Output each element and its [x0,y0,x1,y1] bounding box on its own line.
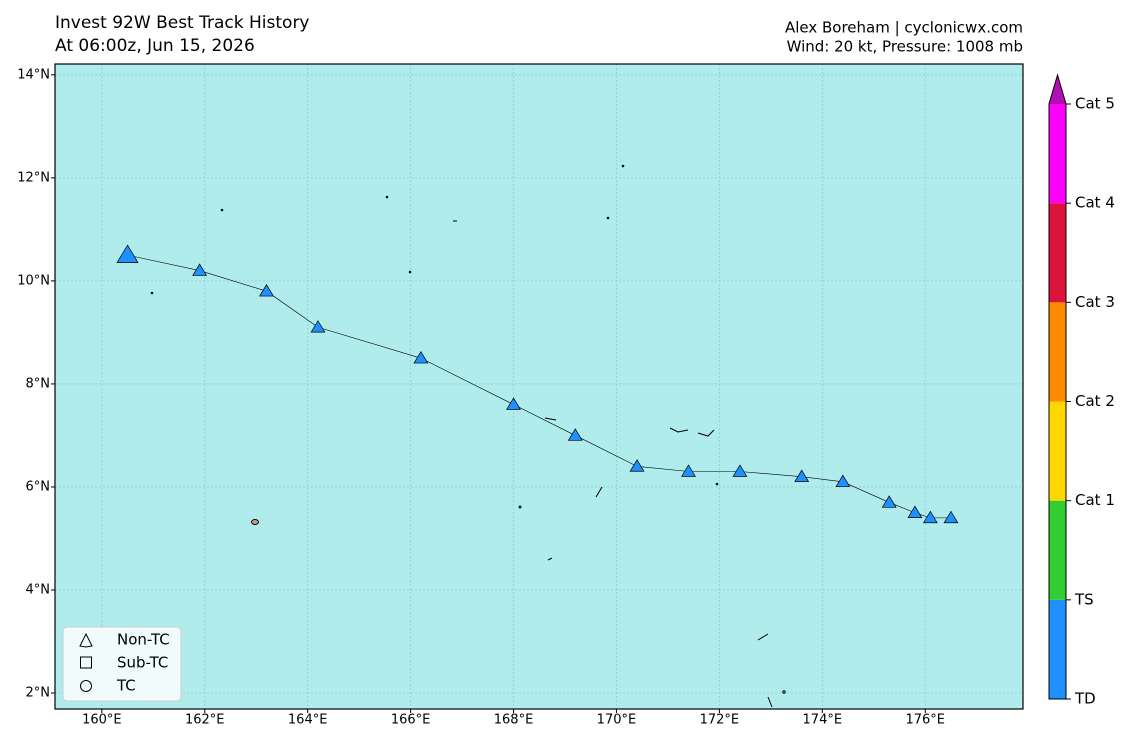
track-point [259,284,274,297]
legend-square [80,656,92,669]
track-point [506,397,521,410]
ocean [55,64,1023,709]
track-point [310,320,326,333]
colorbar-outline [1048,73,1067,700]
legend-label: Sub-TC [117,654,168,672]
y-tick-label: 12°N [17,170,50,185]
colorbar-segment [1049,599,1066,699]
colorbar-label: Cat 5 [1075,95,1115,113]
track-point [413,350,429,364]
colorbar-arrow [1049,75,1066,104]
frame [54,63,1024,710]
x-tick-label: 166°E [391,713,431,728]
info: Wind: 20 kt, Pressure: 1008 mb [787,38,1023,56]
track-point [881,495,897,508]
x-tick-label: 164°E [288,713,328,728]
track [116,244,959,524]
colorbar-label: Cat 4 [1075,194,1115,212]
track-point [835,474,851,488]
legend-label: TC [116,677,136,695]
subtitle: At 06:00z, Jun 15, 2026 [55,36,255,56]
track-point [732,464,748,477]
y-tick-label: 6°N [26,479,51,494]
legend: Non-TC Sub-TC TC [62,626,182,702]
x-tick-label: 162°E [185,713,225,728]
title: Invest 92W Best Track History [55,13,310,33]
track-point [943,510,959,524]
colorbar-label: Cat 2 [1075,392,1115,410]
legend-triangle [79,632,93,648]
colorbar-segment [1049,104,1066,204]
track-point [681,464,696,477]
colorbar-label: TD [1074,690,1096,708]
x-tick-label: 174°E [803,713,843,728]
x-tick-label: 168°E [494,713,534,728]
y-tick-label: 8°N [26,376,51,391]
track-point [116,244,139,263]
track-point [192,263,208,276]
colorbar: TD TS Cat 1 Cat 2 Cat 3 Cat 4 Cat 5 [1048,73,1115,708]
x-tick-label: 172°E [700,713,740,728]
x-tick-label: 170°E [597,713,637,728]
colorbar-segment [1049,302,1066,402]
credit: Alex Boreham | cyclonicwx.com [785,19,1023,37]
track-point [567,428,583,441]
y-tick-label: 4°N [26,582,51,597]
y-tick-label: 10°N [17,273,50,288]
colorbar-label: Cat 1 [1075,491,1115,509]
track-point [907,505,923,518]
islands [150,164,786,708]
colorbar-segment [1049,500,1066,600]
legend-box [62,626,182,702]
x-tick-label: 176°E [905,713,945,728]
y-tick-label: 14°N [17,67,50,82]
track-point [922,510,938,524]
track-point [629,459,645,472]
legend-label: Non-TC [117,631,170,649]
x-tick-label: 160°E [82,713,122,728]
legend-circle [80,680,92,692]
colorbar-segment [1049,203,1066,303]
colorbar-label: TS [1074,590,1094,608]
colorbar-segment [1049,401,1066,501]
colorbar-label: Cat 3 [1075,293,1115,311]
track-point [794,469,810,482]
grid [55,64,1023,709]
y-tick-label: 2°N [26,686,51,701]
track-line [127,254,951,519]
